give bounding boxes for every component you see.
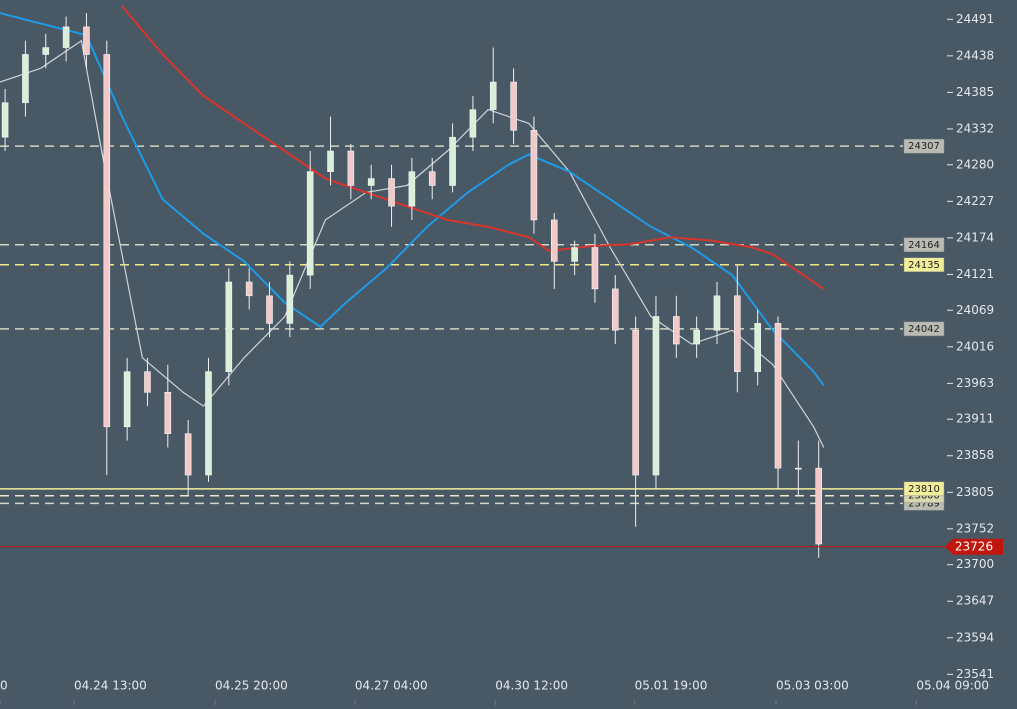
y-tick-label: 24016 [956,339,994,353]
y-tick-label: 23858 [956,448,994,462]
candle-body [205,371,212,476]
level-box [903,257,945,273]
candle-body [652,316,660,476]
candle-body [388,178,395,207]
level-label: 24307 [908,141,940,152]
y-tick-label: 23911 [956,412,994,426]
y-tick-label: 23647 [956,594,994,608]
x-tick-label: 04.30 12:00 [495,679,568,693]
y-tick-label: 24438 [956,48,994,62]
candle-body [1,102,9,138]
candle-body [347,150,355,186]
candle-body [408,171,416,207]
y-tick-label: 24332 [956,121,994,135]
level-box [903,321,945,337]
y-tick-label: 24174 [956,230,994,244]
candle-body [530,130,538,221]
y-tick-label: 24385 [956,85,994,99]
candle-body [22,54,29,104]
y-tick-label: 24491 [956,12,994,26]
candle-body [62,26,70,48]
candle-body [713,295,721,331]
candle-body [795,467,802,470]
candle-body [144,371,151,393]
candle-body [83,26,90,55]
y-tick-label: 23752 [956,521,994,535]
moving-average [0,12,825,386]
x-tick-label: 04.24 13:00 [74,679,147,693]
moving-average [121,5,825,290]
x-tick-label: 05.01 19:00 [635,679,708,693]
candle-body [184,433,192,476]
candle-body [734,295,741,372]
level-label: 24042 [908,324,940,335]
candle-body [673,316,680,345]
x-tick-label: 04.27 04:00 [355,679,428,693]
candle-body [550,219,558,262]
y-tick-label: 23541 [956,667,994,681]
x-tick-label: 0 [0,679,8,693]
candle-body [632,329,639,476]
moving-average [0,39,825,448]
candle-body [225,281,233,372]
y-tick-label: 24121 [956,267,994,281]
candle-body [489,81,497,110]
candle-body [754,323,761,372]
level-label: 23810 [908,484,940,495]
candle-body [327,150,334,172]
candle-body [510,81,517,131]
level-label: 24135 [908,260,940,271]
x-tick-label: 05.04 09:00 [916,679,989,693]
candle-body [774,323,782,469]
candle-body [286,274,294,324]
candle-body [306,171,314,276]
current-price-box [945,538,1003,555]
candle-body [123,371,131,428]
candle-body [428,171,436,186]
level-label: 23800 [908,491,940,502]
candle-body [469,109,477,138]
candle-body [42,47,50,55]
x-tick-label: 05.03 03:00 [776,679,849,693]
level-box [903,481,945,497]
y-tick-label: 24069 [956,303,994,317]
current-price-label: 23726 [955,539,993,553]
level-box [903,138,945,154]
y-tick-label: 24280 [956,157,994,171]
candle-body [693,329,700,345]
y-tick-label: 24227 [956,194,994,208]
y-tick-label: 23805 [956,485,994,499]
candle-body [815,467,822,545]
candle-body [449,136,456,186]
candle-body [611,288,619,331]
y-tick-label: 23594 [956,630,994,644]
candle-body [103,54,111,428]
y-tick-label: 23963 [956,376,994,390]
level-label: 24164 [908,240,940,251]
candle-body [591,247,599,290]
candle-body [245,281,253,297]
candle-body [367,178,375,186]
candle-body [571,247,578,262]
level-label: 23789 [908,498,940,509]
candle-body [164,392,172,434]
candle-body [266,295,273,324]
level-box [903,237,945,253]
x-tick-label: 04.25 20:00 [215,679,288,693]
y-tick-label: 23700 [956,557,994,571]
